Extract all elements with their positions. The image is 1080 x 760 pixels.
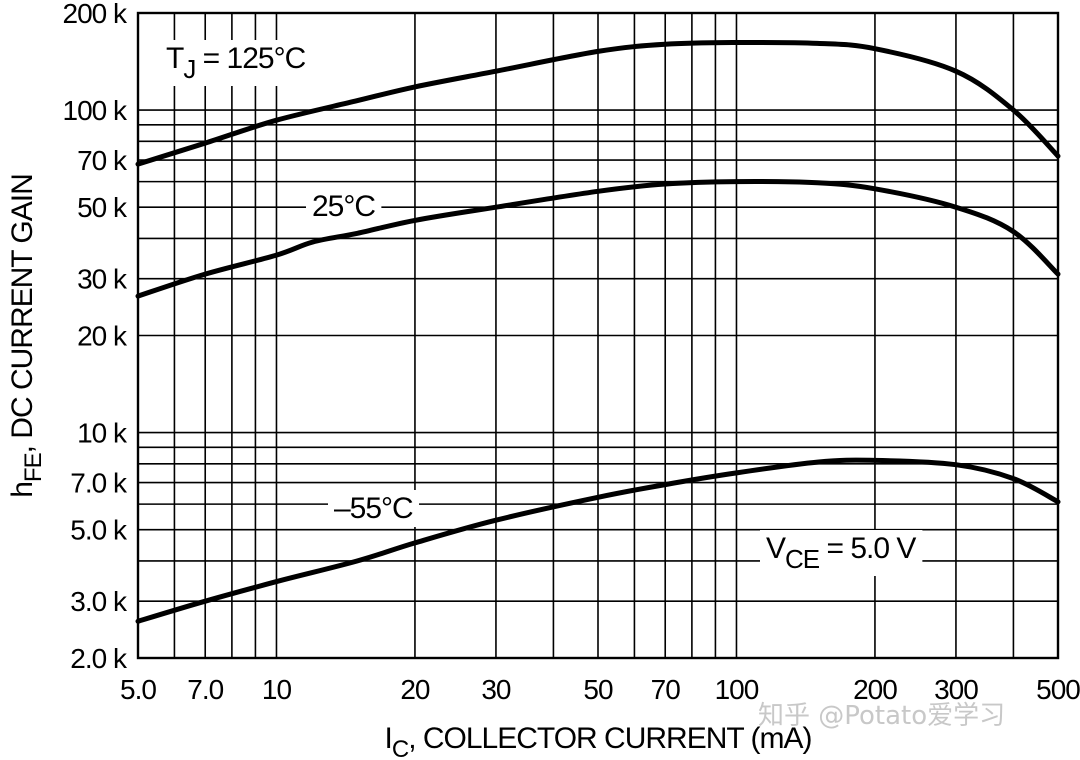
y-tick-label: 50 k — [77, 192, 128, 223]
series-curve-1 — [135, 39, 1061, 167]
series-curve-3 — [135, 457, 1061, 624]
annotation-text-part: J — [183, 54, 195, 84]
x-tick-label: 200 — [853, 674, 897, 705]
y-axis-label: hFE, DC CURRENT GAIN — [6, 174, 47, 498]
annotation-text-part: CE — [785, 544, 820, 574]
x-tick-label: 500 — [1036, 674, 1080, 705]
y-tick-label: 30 k — [77, 264, 128, 295]
annotation-text: 25°C — [312, 190, 375, 223]
annotation-background — [760, 530, 923, 576]
y-axis-label-rest: , DC CURRENT GAIN — [6, 174, 39, 453]
y-axis-label-main: h — [6, 482, 39, 498]
y-axis-label-sub: FE — [20, 453, 47, 482]
watermark-text: 知乎 @Potato爱学习 — [758, 701, 1005, 731]
x-tick-label: 100 — [715, 674, 759, 705]
annotation-text-part: V — [766, 532, 786, 565]
annotation-text-part: 25°C — [312, 190, 375, 223]
x-tick-label: 30 — [481, 674, 511, 705]
y-tick-label: 3.0 k — [70, 586, 128, 617]
curves — [135, 39, 1061, 624]
x-axis-label-rest: , COLLECTOR CURRENT (mA) — [408, 722, 811, 755]
x-tick-label: 70 — [651, 674, 681, 705]
x-tick-label: 5.0 — [120, 674, 156, 705]
annotation-text-part: T — [166, 42, 184, 75]
annotation-text-part: –55°C — [334, 492, 413, 525]
plot-frame — [136, 11, 1060, 660]
annotation-vce: VCE = 5.0 V — [760, 530, 923, 576]
x-tick-label: 300 — [934, 674, 978, 705]
annotation-t-m55: –55°C — [328, 490, 420, 527]
y-tick-label: 100 k — [63, 95, 128, 126]
y-tick-label: 10 k — [77, 418, 128, 449]
annotations: TJ = 125°C 25°C –55°C VCE = 5.0 V — [160, 40, 923, 576]
annotation-background — [160, 40, 312, 86]
y-tick-label: 70 k — [77, 145, 128, 176]
x-tick-label: 10 — [262, 674, 292, 705]
annotation-text: VCE = 5.0 V — [766, 532, 916, 574]
annotation-background — [328, 490, 420, 527]
x-tick-label: 7.0 — [187, 674, 223, 705]
series-curve-2 — [135, 179, 1061, 299]
y-tick-label: 200 k — [63, 0, 128, 29]
x-tick-labels: 5.0 7.0 10 20 30 50 70 100 200 300 500 — [120, 674, 1080, 705]
x-axis-label-sub: C — [392, 736, 409, 760]
x-tick-label: 50 — [583, 674, 613, 705]
x-axis-label: IC, COLLECTOR CURRENT (mA) — [385, 722, 812, 760]
y-tick-label: 7.0 k — [70, 468, 128, 499]
annotation-t-25: 25°C — [306, 188, 382, 225]
y-tick-label: 5.0 k — [70, 515, 128, 546]
annotation-text: –55°C — [334, 492, 413, 525]
y-tick-label: 20 k — [77, 321, 128, 352]
x-tick-label: 20 — [400, 674, 430, 705]
annotation-tj-125: TJ = 125°C — [160, 40, 312, 86]
x-axis-label-main: I — [385, 722, 392, 755]
annotation-text-part: = 125°C — [195, 42, 305, 75]
annotation-text-part: = 5.0 V — [819, 532, 916, 565]
y-tick-labels: 2.0 k 3.0 k 5.0 k 7.0 k 10 k 20 k 30 k 50 k 70 k… — [63, 0, 130, 674]
y-tick-label: 2.0 k — [70, 643, 128, 674]
annotation-text: TJ = 125°C — [166, 42, 306, 84]
annotation-background — [306, 188, 382, 225]
